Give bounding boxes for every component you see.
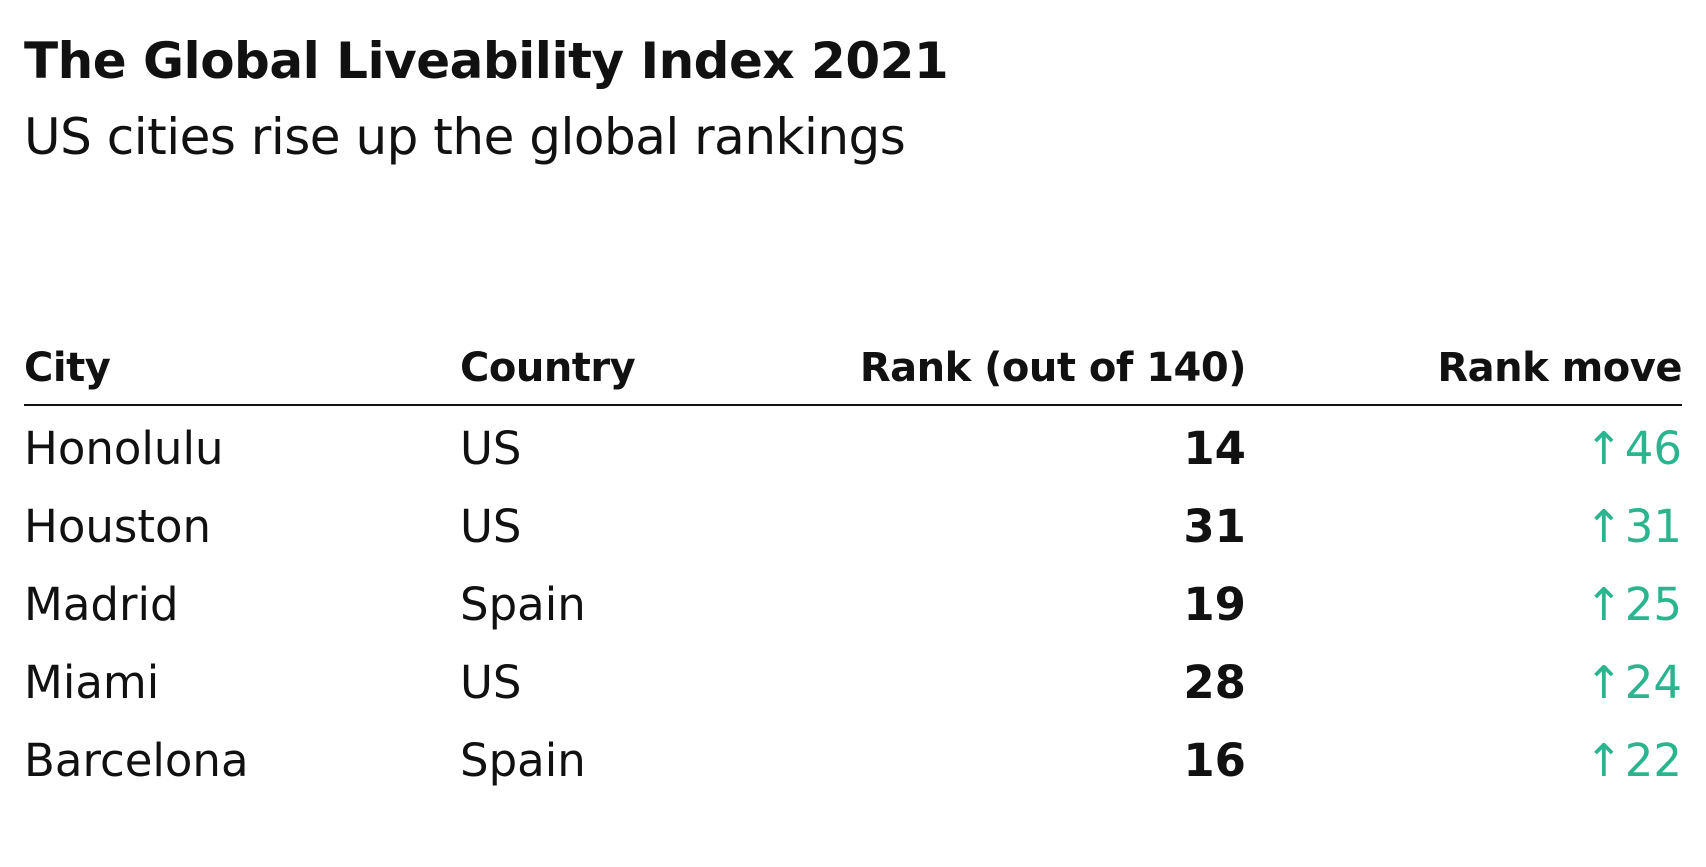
rank-move-value: 22 (1624, 734, 1682, 787)
rank-move-cell: ↑24 (1585, 660, 1682, 705)
table-row: Miami US 28 ↑24 (24, 640, 1682, 718)
column-header-rank-move: Rank move (1437, 345, 1682, 391)
rank-move-cell: ↑46 (1585, 426, 1682, 471)
arrow-up-icon: ↑ (1585, 578, 1623, 631)
arrow-up-icon: ↑ (1585, 422, 1623, 475)
table-header-row: City Country Rank (out of 140) Rank move (24, 338, 1682, 406)
arrow-up-icon: ↑ (1585, 500, 1623, 553)
rank-move-cell: ↑22 (1585, 738, 1682, 783)
rank-move-cell: ↑31 (1585, 504, 1682, 549)
rank-move-cell: ↑25 (1585, 582, 1682, 627)
arrow-up-icon: ↑ (1585, 656, 1623, 709)
column-header-city: City (24, 345, 111, 391)
city-cell: Houston (24, 500, 212, 553)
rank-cell: 19 (1183, 578, 1246, 631)
column-header-country: Country (460, 345, 636, 391)
table-row: Madrid Spain 19 ↑25 (24, 562, 1682, 640)
chart-subtitle: US cities rise up the global rankings (24, 108, 906, 166)
arrow-up-icon: ↑ (1585, 734, 1623, 787)
table-row: Houston US 31 ↑31 (24, 484, 1682, 562)
country-cell: Spain (460, 734, 586, 787)
liveability-table: City Country Rank (out of 140) Rank move… (24, 338, 1682, 796)
city-cell: Barcelona (24, 734, 249, 787)
city-cell: Miami (24, 656, 160, 709)
rank-move-value: 31 (1624, 500, 1682, 553)
rank-cell: 14 (1183, 422, 1246, 475)
chart-title: The Global Liveability Index 2021 (24, 32, 949, 90)
table-row: Barcelona Spain 16 ↑22 (24, 718, 1682, 796)
rank-move-value: 25 (1624, 578, 1682, 631)
rank-move-value: 24 (1624, 656, 1682, 709)
column-header-rank: Rank (out of 140) (859, 345, 1247, 391)
city-cell: Honolulu (24, 422, 224, 475)
country-cell: US (460, 656, 522, 709)
country-cell: Spain (460, 578, 586, 631)
city-cell: Madrid (24, 578, 179, 631)
country-cell: US (460, 500, 522, 553)
country-cell: US (460, 422, 522, 475)
rank-cell: 28 (1183, 656, 1246, 709)
table-row: Honolulu US 14 ↑46 (24, 406, 1682, 484)
rank-cell: 31 (1183, 500, 1246, 553)
rank-cell: 16 (1183, 734, 1246, 787)
rank-move-value: 46 (1624, 422, 1682, 475)
